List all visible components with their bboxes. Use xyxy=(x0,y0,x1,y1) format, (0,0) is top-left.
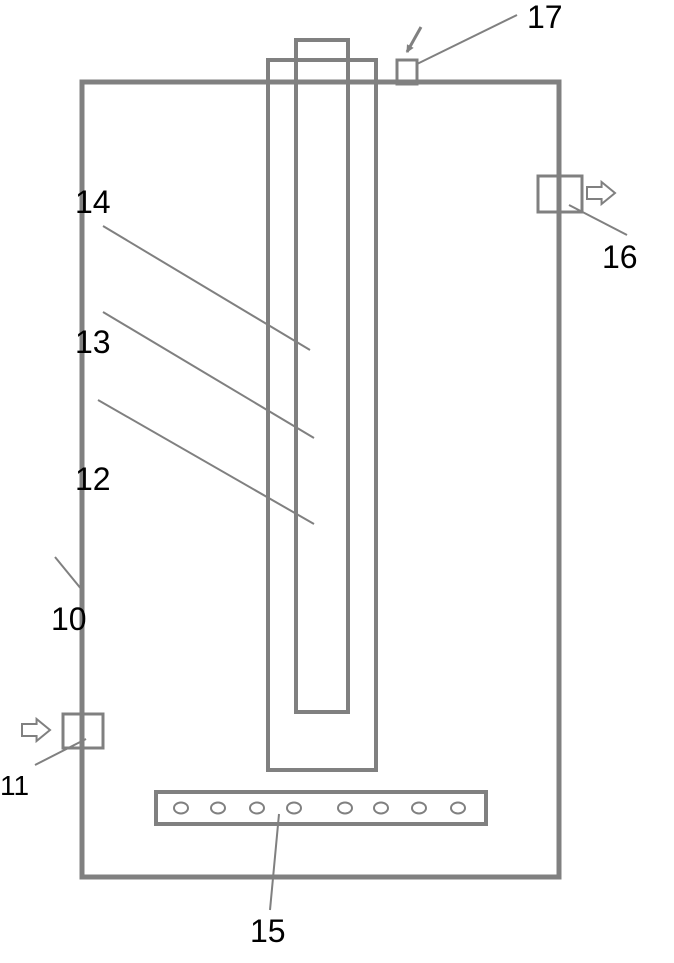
base-hole-6 xyxy=(412,803,426,814)
leader-15 xyxy=(270,814,279,910)
label-10: 10 xyxy=(51,601,87,637)
arrow-left-in xyxy=(22,719,50,741)
leader-13 xyxy=(103,312,314,438)
leader-16 xyxy=(569,205,627,235)
label-13: 13 xyxy=(75,324,111,360)
base-hole-0 xyxy=(174,803,188,814)
tube-outer xyxy=(268,60,376,770)
leader-17 xyxy=(417,15,517,64)
label-15: 15 xyxy=(250,913,286,949)
leader-10 xyxy=(55,557,82,590)
label-14: 14 xyxy=(75,184,111,220)
base-hole-5 xyxy=(374,803,388,814)
label-12: 12 xyxy=(75,461,111,497)
label-16: 16 xyxy=(602,239,638,275)
leader-11 xyxy=(35,739,86,765)
base-hole-3 xyxy=(287,803,301,814)
base-hole-7 xyxy=(451,803,465,814)
label-11: 11 xyxy=(0,770,29,801)
vessel-outer xyxy=(82,82,559,877)
base-hole-2 xyxy=(250,803,264,814)
tube-inner xyxy=(296,40,348,712)
base-hole-4 xyxy=(338,803,352,814)
base-plate xyxy=(156,792,486,824)
arrow-right-out xyxy=(587,182,615,204)
base-hole-1 xyxy=(211,803,225,814)
label-17: 17 xyxy=(527,0,563,35)
